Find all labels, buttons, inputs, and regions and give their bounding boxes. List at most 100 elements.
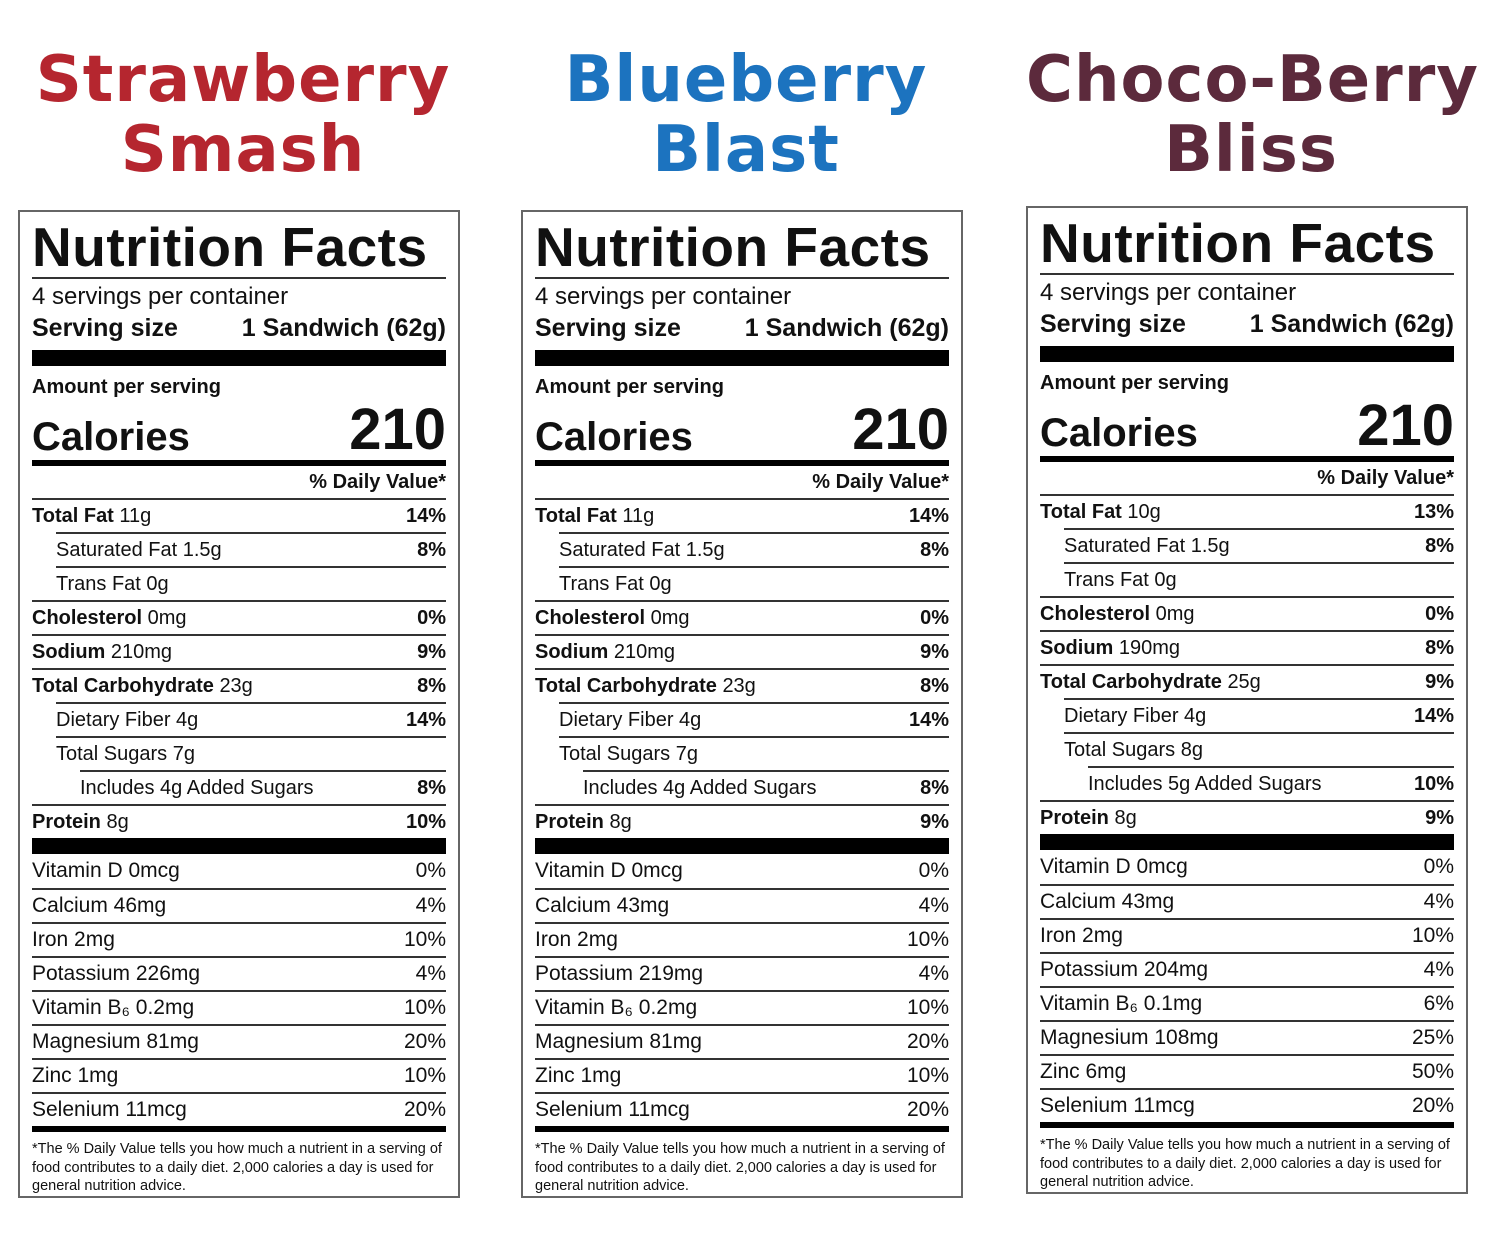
- nutrient-dv: 13%: [1413, 500, 1454, 523]
- vitamin-dv: 4%: [1423, 958, 1454, 981]
- nutrient-dv: 9%: [920, 810, 949, 833]
- product-title-line1: Blueberry: [564, 43, 928, 117]
- product-title-line2: Smash: [120, 113, 366, 187]
- vitamin-name: Vitamin B₆ 0.2mg: [32, 996, 195, 1019]
- nutrient-row-dietary-fiber: Dietary Fiber 4g 14%: [1064, 698, 1454, 732]
- nutrient-dv: 14%: [908, 504, 949, 527]
- nutrient-row-total-fat: Total Fat 11g 14%: [535, 498, 949, 532]
- vitamin-row: Vitamin D 0mcg 0%: [32, 854, 446, 888]
- nutrient-amount: 25g: [1227, 670, 1261, 693]
- calories-value: 210: [852, 397, 949, 462]
- medium-divider: [32, 460, 446, 466]
- vitamin-dv: 20%: [906, 1098, 949, 1121]
- medium-divider: [535, 1126, 949, 1132]
- medium-divider: [535, 460, 949, 466]
- nutrient-dv: 10%: [405, 810, 446, 833]
- nutrient-name: Trans Fat 0g: [559, 572, 672, 595]
- vitamin-name: Vitamin D 0mcg: [32, 859, 180, 882]
- serving-size-value: 1 Sandwich (62g): [241, 314, 446, 342]
- nutrient-name: Total Sugars 8g: [1064, 738, 1203, 761]
- vitamin-dv: 20%: [403, 1098, 446, 1121]
- nutrient-row-added-sugars: Includes 5g Added Sugars 10%: [1088, 766, 1454, 800]
- nutrient-row-sodium: Sodium 210mg 9%: [535, 634, 949, 668]
- vitamin-name: Magnesium 81mg: [32, 1030, 199, 1053]
- nutrient-name: Includes 5g Added Sugars: [1088, 772, 1322, 795]
- vitamin-name: Magnesium 81mg: [535, 1030, 702, 1053]
- product-title-line2: Blast: [652, 113, 840, 187]
- vitamin-name: Potassium 219mg: [535, 962, 704, 985]
- nutrient-dv: 8%: [1425, 534, 1454, 557]
- nutrient-row-added-sugars: Includes 4g Added Sugars 8%: [80, 770, 446, 804]
- divider: [32, 277, 446, 279]
- vitamin-dv: 6%: [1423, 992, 1454, 1015]
- product-title-line1: Strawberry: [35, 43, 451, 117]
- nutrient-row-trans-fat: Trans Fat 0g: [559, 566, 949, 600]
- calories-row: Calories 210: [535, 398, 949, 460]
- nutrient-name: Protein: [32, 810, 101, 833]
- thick-divider: [1040, 834, 1454, 850]
- vitamin-name: Selenium 11mcg: [1040, 1094, 1195, 1117]
- nutrition-facts-label: Nutrition Facts 4 servings per container…: [1026, 206, 1468, 1194]
- medium-divider: [32, 1126, 446, 1132]
- nutrient-name: Saturated Fat 1.5g: [1064, 534, 1230, 557]
- vitamin-name: Iron 2mg: [1040, 924, 1123, 947]
- nutrient-amount: 0mg: [1155, 602, 1195, 625]
- nutrient-row-total-sugars: Total Sugars 8g: [1064, 732, 1454, 766]
- calories-value: 210: [349, 397, 446, 462]
- vitamin-row: Vitamin B₆ 0.1mg 6%: [1040, 986, 1454, 1020]
- nutrient-amount: 11g: [622, 504, 655, 527]
- nutrient-row-total-fat: Total Fat 10g 13%: [1040, 494, 1454, 528]
- thick-divider: [32, 838, 446, 854]
- vitamin-dv: 20%: [403, 1030, 446, 1053]
- nutrition-facts-heading: Nutrition Facts: [1040, 212, 1436, 274]
- nutrient-row-total-sugars: Total Sugars 7g: [56, 736, 446, 770]
- nutrient-amount: 11g: [119, 504, 152, 527]
- serving-size-label: Serving size: [1040, 310, 1186, 338]
- vitamin-dv: 20%: [1411, 1094, 1454, 1117]
- nutrient-dv: 8%: [1425, 636, 1454, 659]
- nutrient-dv: 14%: [405, 708, 446, 731]
- servings-per-container: 4 servings per container: [1040, 279, 1297, 306]
- divider: [1040, 273, 1454, 275]
- vitamin-dv: 10%: [1411, 924, 1454, 947]
- nutrient-amount: 190mg: [1118, 636, 1181, 659]
- nutrient-row-trans-fat: Trans Fat 0g: [1064, 562, 1454, 596]
- nutrient-name: Total Fat: [1040, 500, 1122, 523]
- vitamin-row: Magnesium 108mg 25%: [1040, 1020, 1454, 1054]
- serving-size-value: 1 Sandwich (62g): [1249, 310, 1454, 338]
- product-title: Choco-Berry Bliss: [1026, 45, 1478, 185]
- vitamin-row: Iron 2mg 10%: [32, 922, 446, 956]
- calories-row: Calories 210: [32, 398, 446, 460]
- product-title: Blueberry Blast: [521, 45, 971, 185]
- nutrient-dv: 8%: [417, 538, 446, 561]
- vitamin-name: Calcium 46mg: [32, 894, 167, 917]
- nutrient-dv: 14%: [1413, 704, 1454, 727]
- nutrient-name: Total Sugars 7g: [56, 742, 195, 765]
- nutrient-row-dietary-fiber: Dietary Fiber 4g 14%: [56, 702, 446, 736]
- calories-label: Calories: [535, 415, 693, 459]
- nutrient-row-total-carbohydrate: Total Carbohydrate 23g 8%: [32, 668, 446, 702]
- nutrient-dv: 8%: [417, 776, 446, 799]
- medium-divider: [1040, 456, 1454, 462]
- nutrient-name: Cholesterol: [32, 606, 143, 629]
- vitamin-dv: 10%: [403, 1064, 446, 1087]
- vitamin-dv: 4%: [415, 894, 446, 917]
- serving-size: Serving size 1 Sandwich (62g): [1040, 308, 1454, 340]
- calories-label: Calories: [1040, 411, 1198, 455]
- vitamin-dv: 0%: [415, 859, 446, 882]
- nutrient-row-protein: Protein 8g 9%: [1040, 800, 1454, 834]
- vitamin-row: Iron 2mg 10%: [535, 922, 949, 956]
- vitamin-dv: 10%: [403, 996, 446, 1019]
- nutrient-row-added-sugars: Includes 4g Added Sugars 8%: [583, 770, 949, 804]
- nutrient-name: Sodium: [1040, 636, 1114, 659]
- nutrient-dv: 10%: [1413, 772, 1454, 795]
- vitamin-name: Vitamin B₆ 0.2mg: [535, 996, 698, 1019]
- vitamin-row: Selenium 11mcg 20%: [32, 1092, 446, 1126]
- nutrition-facts-heading: Nutrition Facts: [535, 216, 931, 278]
- nutrient-name: Total Carbohydrate: [1040, 670, 1222, 693]
- nutrient-row-cholesterol: Cholesterol 0mg 0%: [535, 600, 949, 634]
- nutrient-row-sodium: Sodium 210mg 9%: [32, 634, 446, 668]
- amount-per-serving: Amount per serving: [32, 376, 221, 398]
- vitamin-dv: 10%: [906, 928, 949, 951]
- nutrient-dv: 8%: [417, 674, 446, 697]
